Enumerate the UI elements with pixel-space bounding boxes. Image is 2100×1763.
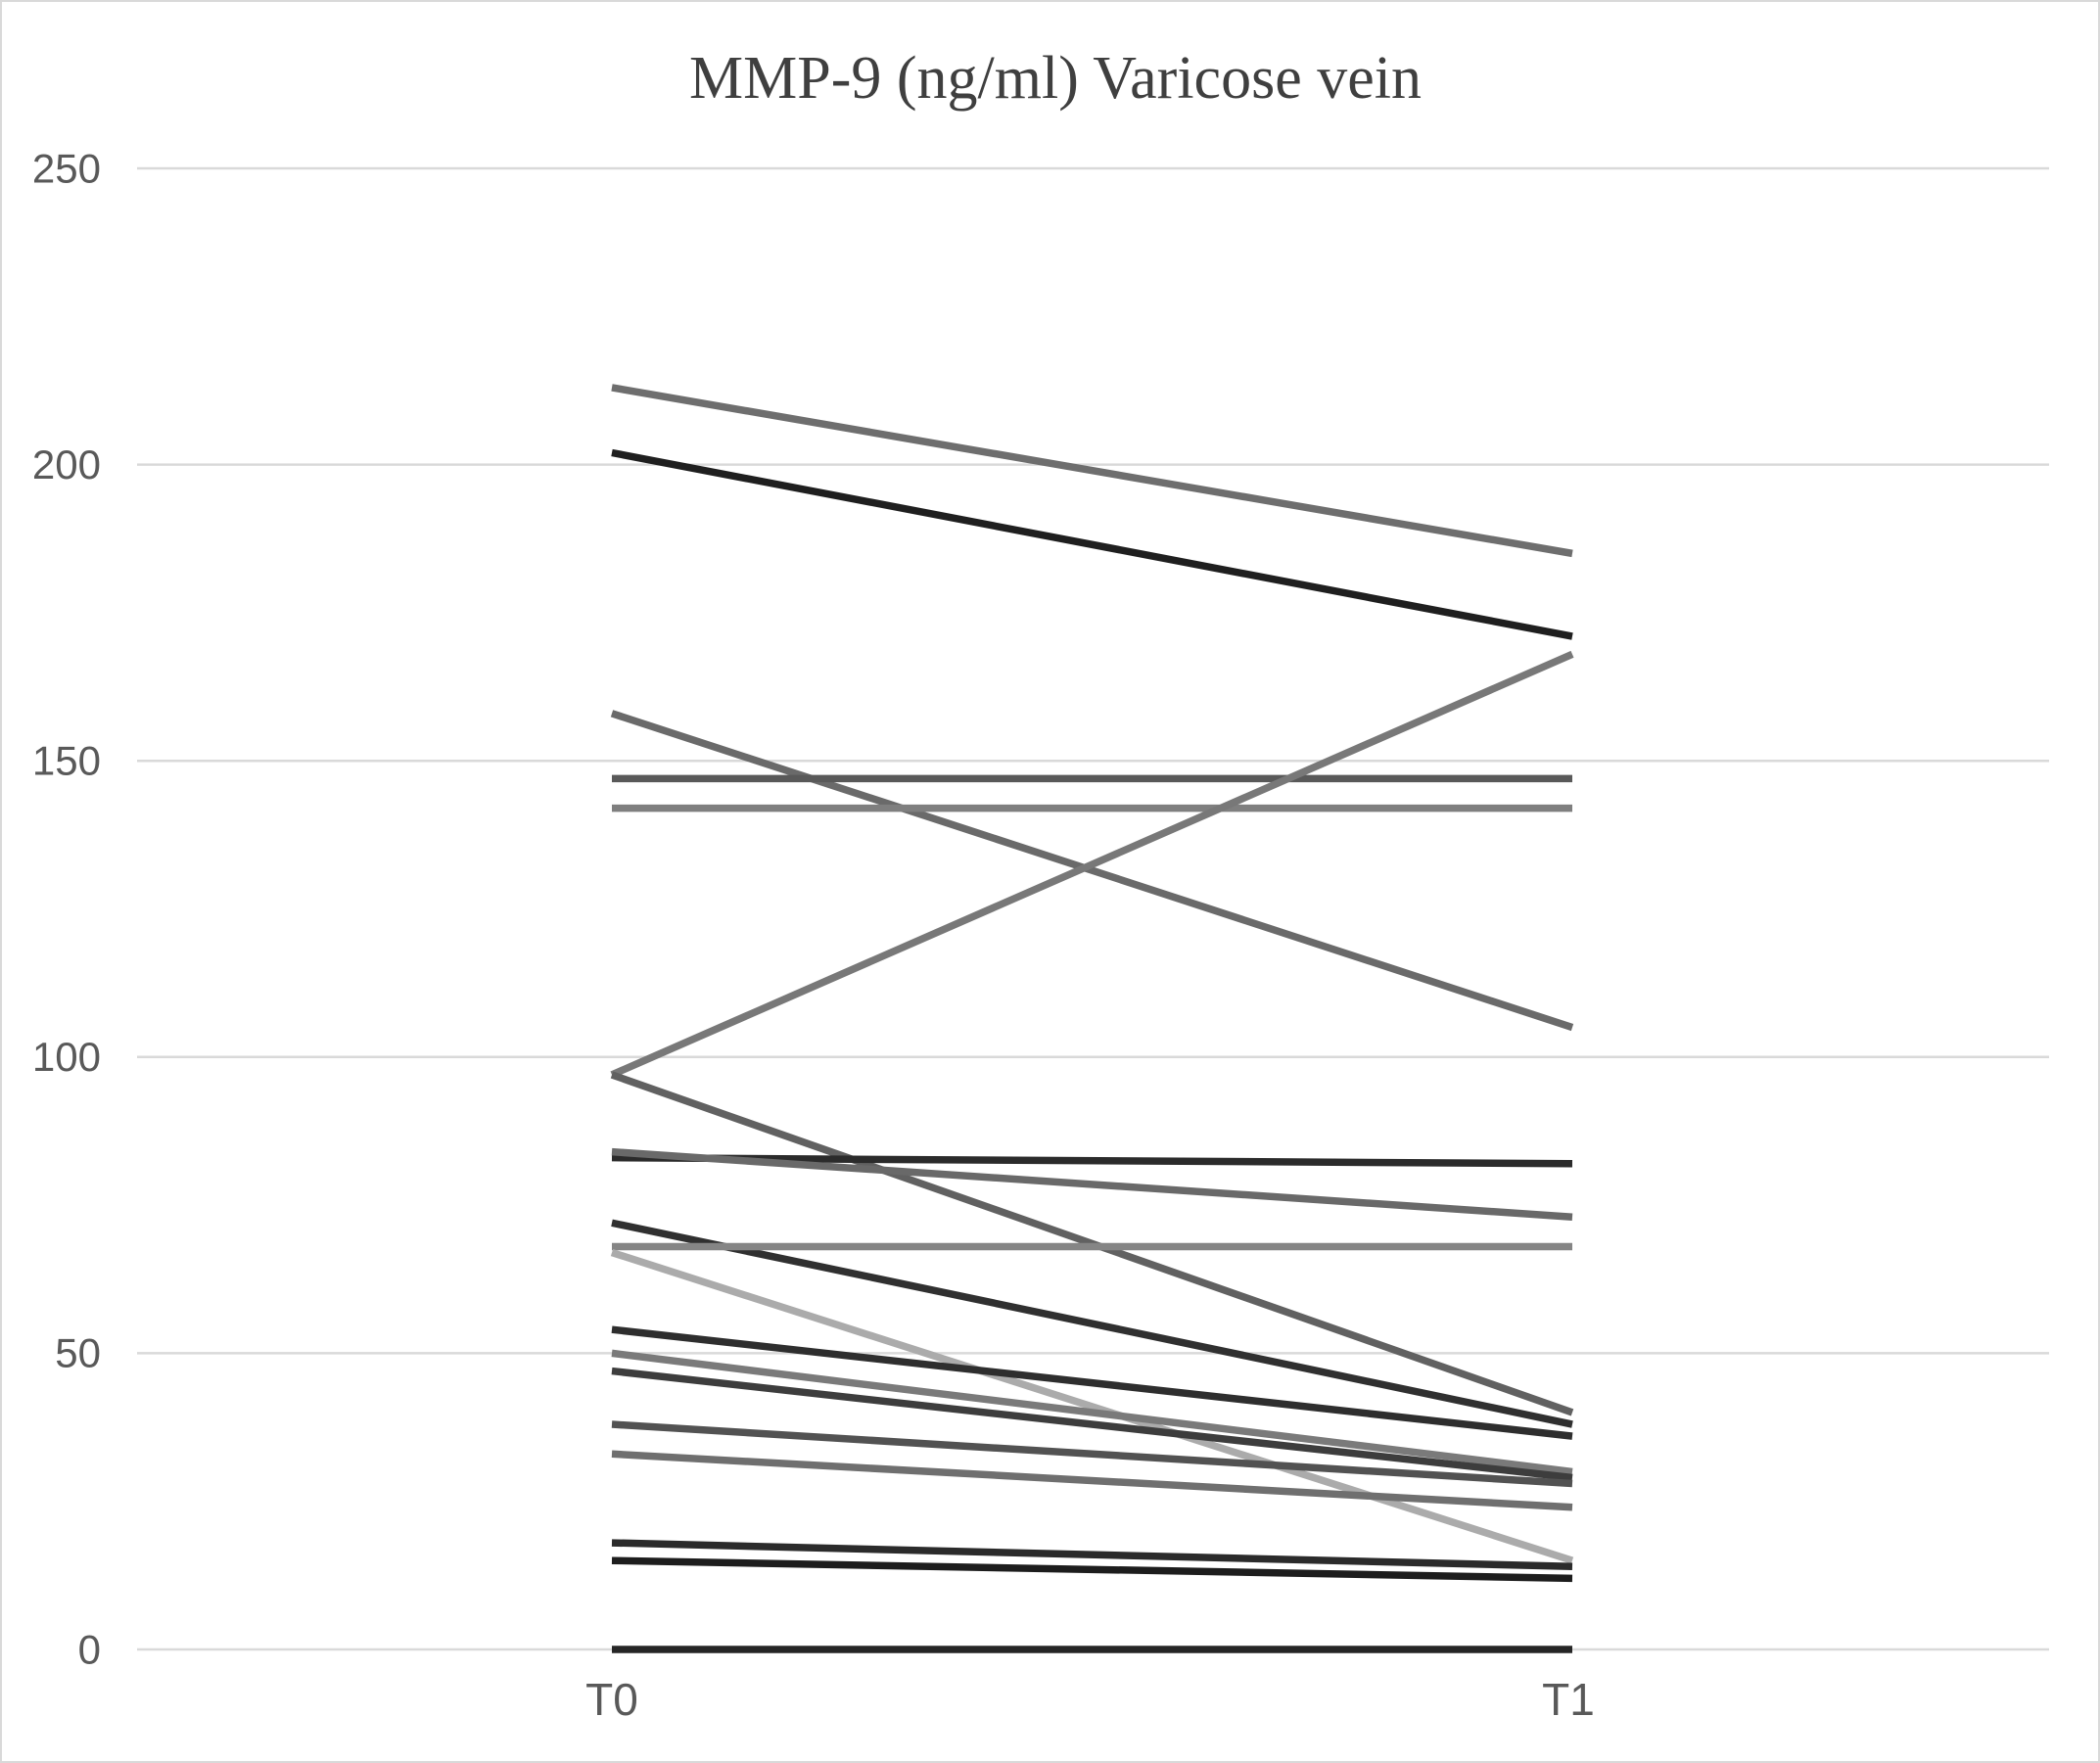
series-line-2 — [611, 448, 1573, 640]
x-axis-label-T1: T1 — [1542, 1674, 1595, 1725]
series-lines-group — [610, 384, 1574, 1653]
series-line-9 — [611, 1147, 1573, 1221]
series-line-19 — [611, 1556, 1573, 1583]
series-line-14 — [611, 1349, 1573, 1476]
x-axis-category-labels: T0 T1 — [585, 1674, 1595, 1725]
y-axis-tick-labels: 250 200 150 100 50 0 — [32, 145, 101, 1672]
series-line-17 — [611, 1450, 1573, 1511]
series-line-12 — [610, 1248, 1574, 1564]
series-line-6 — [610, 650, 1574, 1079]
series-line-8 — [611, 1153, 1573, 1168]
series-line-16 — [611, 1420, 1573, 1488]
series-line-3 — [610, 710, 1574, 1032]
y-tick-label-0: 0 — [78, 1626, 101, 1672]
y-tick-label-250: 250 — [32, 145, 101, 191]
y-tick-label-150: 150 — [32, 737, 101, 783]
x-axis-label-T0: T0 — [585, 1674, 638, 1725]
series-line-10 — [611, 1219, 1573, 1428]
series-line-15 — [611, 1367, 1573, 1482]
y-tick-label-50: 50 — [55, 1330, 101, 1376]
series-line-1 — [611, 384, 1573, 558]
chart-title: MMP-9 (ng/ml) Varicose vein — [689, 45, 1422, 112]
series-line-18 — [611, 1539, 1573, 1571]
y-tick-label-200: 200 — [32, 441, 101, 487]
series-line-13 — [611, 1325, 1573, 1440]
y-tick-label-100: 100 — [32, 1034, 101, 1080]
